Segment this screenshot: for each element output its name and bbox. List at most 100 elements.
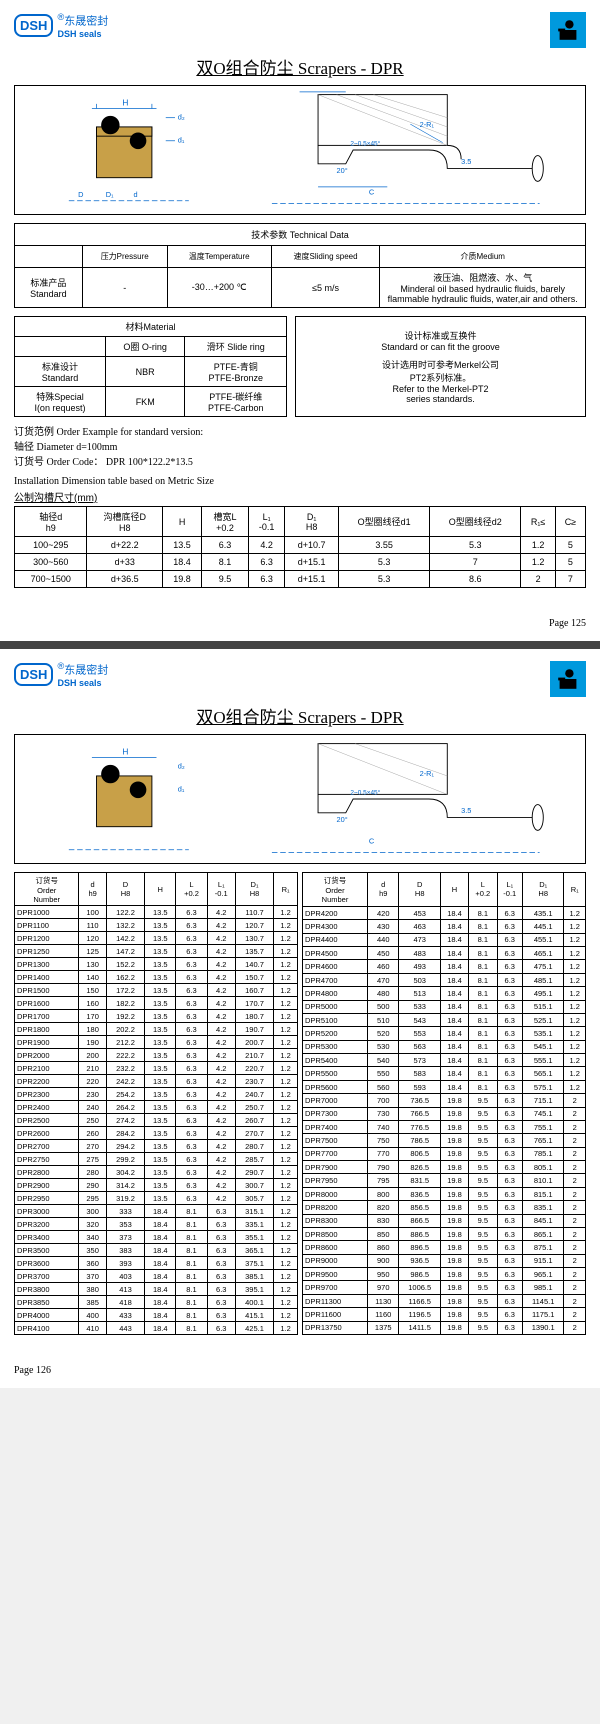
header: DSH ®东晟密封 DSH seals <box>14 661 586 697</box>
parts-cell: DPR2500 <box>15 1114 79 1127</box>
order-example: 订货范例 Order Example for standard version:… <box>14 425 586 470</box>
parts-cell: 1.2 <box>274 906 298 919</box>
parts-cell: 6.3 <box>497 1080 522 1093</box>
table-row: DPR550055058318.48.16.3565.11.2 <box>303 1067 586 1080</box>
parts-cell: 786.5 <box>399 1134 440 1147</box>
parts-cell: 360 <box>79 1257 106 1270</box>
svg-text:D₁: D₁ <box>106 190 114 199</box>
parts-cell: 13.5 <box>145 1140 176 1153</box>
parts-cell: 9.5 <box>469 1281 497 1294</box>
parts-cell: 2 <box>564 1214 586 1227</box>
parts-cell: 430 <box>368 920 399 933</box>
parts-cell: 19.8 <box>440 1187 468 1200</box>
parts-cell: 860 <box>368 1241 399 1254</box>
parts-cell: 6.3 <box>176 1179 207 1192</box>
parts-cell: 180.7 <box>235 1010 273 1023</box>
parts-cell: 365.1 <box>235 1244 273 1257</box>
parts-cell: 130.7 <box>235 932 273 945</box>
table-row: DPR380038041318.48.16.3395.11.2 <box>15 1283 298 1296</box>
parts-cell: 4.2 <box>207 1192 235 1205</box>
parts-table-right: 订货号 Order Numberd h9D H8HL +0.2L₁ -0.1D₁… <box>302 872 586 1335</box>
parts-cell: 9.5 <box>469 1308 497 1321</box>
parts-cell: 8.1 <box>176 1205 207 1218</box>
parts-cell: 2 <box>564 1134 586 1147</box>
dim-cell: 7 <box>555 571 585 588</box>
parts-cell: 513 <box>399 987 440 1000</box>
parts-cell: 264.2 <box>106 1101 144 1114</box>
parts-cell: 270 <box>79 1140 106 1153</box>
parts-cell: 314.2 <box>106 1179 144 1192</box>
parts-cell: 305.7 <box>235 1192 273 1205</box>
parts-cell: 1.2 <box>274 984 298 997</box>
parts-cell: DPR4400 <box>303 933 368 946</box>
parts-header: D H8 <box>399 873 440 907</box>
parts-cell: 6.3 <box>176 1075 207 1088</box>
parts-cell: DPR4200 <box>303 906 368 919</box>
parts-cell: 8.1 <box>469 1027 497 1040</box>
dim-cell: 18.4 <box>163 554 202 571</box>
parts-cell: 132.2 <box>106 919 144 932</box>
parts-cell: 830 <box>368 1214 399 1227</box>
parts-cell: 6.3 <box>176 971 207 984</box>
parts-cell: 353 <box>106 1218 144 1231</box>
parts-cell: 6.3 <box>176 984 207 997</box>
parts-cell: 1.2 <box>274 945 298 958</box>
parts-cell: 13.5 <box>145 958 176 971</box>
technical-data-table: 技术参数 Technical Data 压力Pressure 温度Tempera… <box>14 223 586 308</box>
parts-cell: 290 <box>79 1179 106 1192</box>
dim-cell: 19.8 <box>163 571 202 588</box>
svg-text:d₁: d₁ <box>178 785 185 794</box>
parts-cell: 915.1 <box>522 1254 563 1267</box>
parts-cell: 525.1 <box>522 1013 563 1026</box>
parts-cell: 4.2 <box>207 1153 235 1166</box>
parts-cell: 8.1 <box>469 1080 497 1093</box>
parts-cell: DPR2700 <box>15 1140 79 1153</box>
table-row: DPR7700770806.519.89.56.3785.12 <box>303 1147 586 1160</box>
parts-cell: 8.1 <box>469 1013 497 1026</box>
parts-cell: 13.5 <box>145 1101 176 1114</box>
parts-cell: 135.7 <box>235 945 273 958</box>
parts-cell: DPR5000 <box>303 1000 368 1013</box>
parts-cell: 284.2 <box>106 1127 144 1140</box>
parts-cell: 1.2 <box>274 932 298 945</box>
parts-cell: 1.2 <box>274 1231 298 1244</box>
parts-cell: DPR4500 <box>303 947 368 960</box>
parts-cell: 370 <box>79 1270 106 1283</box>
parts-cell: 152.2 <box>106 958 144 971</box>
parts-cell: 9.5 <box>469 1187 497 1200</box>
parts-cell: 510 <box>368 1013 399 1026</box>
parts-cell: 13.5 <box>145 1023 176 1036</box>
parts-cell: 493 <box>399 960 440 973</box>
parts-cell: 13.5 <box>145 919 176 932</box>
parts-cell: 1.2 <box>564 1040 586 1053</box>
parts-cell: DPR2300 <box>15 1088 79 1101</box>
parts-cell: DPR3850 <box>15 1296 79 1309</box>
parts-cell: 1006.5 <box>399 1281 440 1294</box>
parts-cell: 820 <box>368 1201 399 1214</box>
parts-cell: 9.5 <box>469 1134 497 1147</box>
parts-cell: 13.5 <box>145 1127 176 1140</box>
parts-cell: 18.4 <box>145 1205 176 1218</box>
parts-cell: 19.8 <box>440 1134 468 1147</box>
parts-cell: 1.2 <box>274 1244 298 1257</box>
parts-cell: 9.5 <box>469 1161 497 1174</box>
table-row: DPR2900290314.213.56.34.2300.71.2 <box>15 1179 298 1192</box>
parts-cell: DPR2000 <box>15 1049 79 1062</box>
parts-cell: 6.3 <box>497 1147 522 1160</box>
parts-table-left: 订货号 Order Numberd h9D H8HL +0.2L₁ -0.1D₁… <box>14 872 298 1335</box>
parts-cell: 230.7 <box>235 1075 273 1088</box>
parts-cell: 1.2 <box>564 960 586 973</box>
table-row: DPR2800280304.213.56.34.2290.71.2 <box>15 1166 298 1179</box>
parts-cell: 18.4 <box>440 1067 468 1080</box>
parts-cell: DPR2950 <box>15 1192 79 1205</box>
parts-cell: 18.4 <box>440 987 468 1000</box>
parts-cell: 1.2 <box>274 1010 298 1023</box>
page-number: Page 125 <box>14 618 586 629</box>
svg-text:C: C <box>369 836 375 845</box>
parts-cell: 120 <box>79 932 106 945</box>
parts-cell: 122.2 <box>106 906 144 919</box>
parts-cell: 936.5 <box>399 1254 440 1267</box>
parts-cell: 740 <box>368 1120 399 1133</box>
parts-cell: DPR1250 <box>15 945 79 958</box>
table-row: DPR2200220242.213.56.34.2230.71.2 <box>15 1075 298 1088</box>
